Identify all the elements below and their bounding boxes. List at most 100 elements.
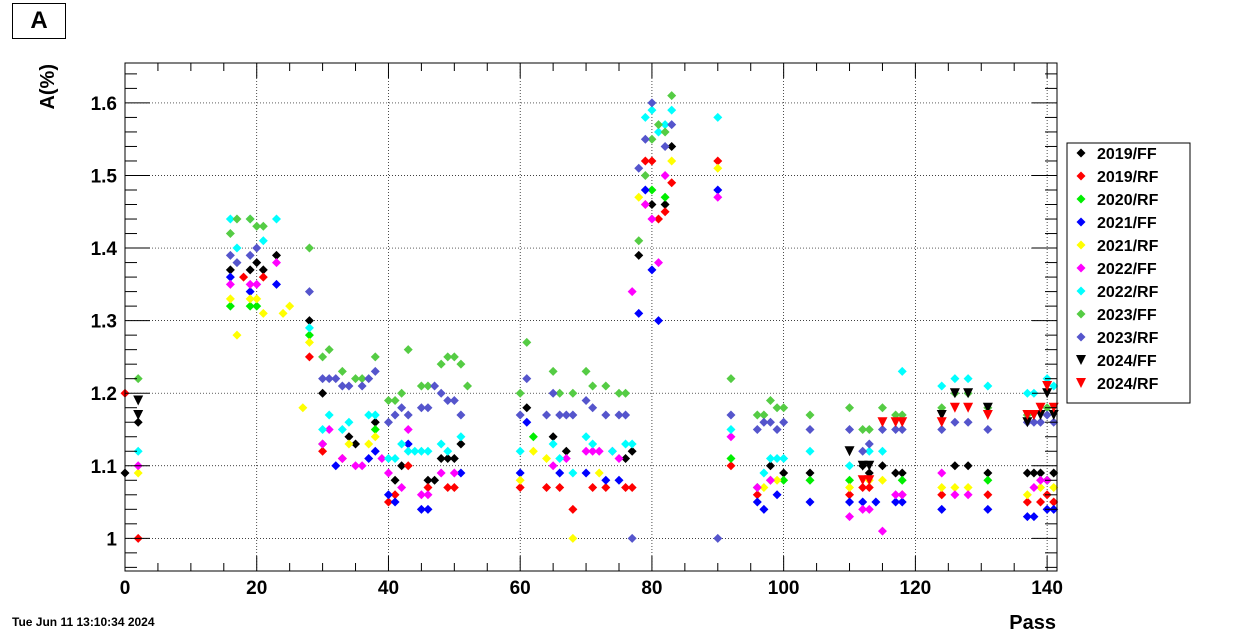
data-point (252, 301, 262, 311)
data-point (304, 330, 314, 340)
data-point (634, 308, 644, 318)
data-point (897, 497, 907, 507)
data-point (877, 417, 888, 428)
data-point (555, 454, 565, 464)
data-point (430, 381, 440, 391)
x-tick-label: 60 (510, 578, 531, 599)
data-point (963, 374, 973, 384)
data-point (897, 366, 907, 376)
data-point (555, 388, 565, 398)
data-point (548, 432, 558, 442)
data-point (647, 134, 657, 144)
x-tick-label: 0 (120, 578, 131, 599)
data-point (601, 410, 611, 420)
data-point (660, 120, 670, 130)
data-point (772, 490, 782, 500)
data-point (1049, 483, 1059, 493)
y-tick-label: 1 (106, 529, 117, 550)
data-point (436, 439, 446, 449)
data-point (779, 417, 789, 427)
data-point (805, 424, 815, 434)
data-point (423, 504, 433, 514)
data-point (1035, 409, 1046, 420)
data-point (423, 475, 433, 485)
data-point (410, 446, 420, 456)
data-point (983, 424, 993, 434)
data-point (634, 192, 644, 202)
data-point (548, 461, 558, 471)
data-point (640, 200, 650, 210)
x-tick-label: 120 (900, 578, 932, 599)
data-point (344, 417, 354, 427)
legend-box (1066, 142, 1191, 404)
data-point (318, 352, 328, 362)
data-point (318, 388, 328, 398)
data-point (1036, 483, 1046, 493)
data-point (423, 403, 433, 413)
data-point (983, 475, 993, 485)
data-point (548, 439, 558, 449)
data-point (845, 403, 855, 413)
y-tick-label: 1.2 (91, 384, 117, 405)
data-point (370, 424, 380, 434)
data-point (258, 236, 268, 246)
data-point (351, 439, 361, 449)
data-point (364, 439, 374, 449)
data-point (337, 454, 347, 464)
data-point (667, 141, 677, 151)
data-point (357, 381, 367, 391)
data-point (647, 105, 657, 115)
data-point (1022, 490, 1032, 500)
legend-entry: 2022/RF (1097, 284, 1159, 301)
data-point (416, 490, 426, 500)
data-point (423, 381, 433, 391)
data-point (877, 461, 887, 471)
data-point (390, 395, 400, 405)
data-point (864, 504, 874, 514)
data-point (601, 475, 611, 485)
data-point (1022, 409, 1033, 420)
data-point (667, 91, 677, 101)
data-point (752, 497, 762, 507)
data-point (588, 403, 598, 413)
data-point (252, 294, 262, 304)
data-point (1022, 468, 1032, 478)
data-point (805, 446, 815, 456)
data-point (588, 381, 598, 391)
legend-entry: 2024/FF (1097, 353, 1157, 370)
data-point (522, 374, 532, 384)
legend-entry: 2020/RF (1097, 192, 1159, 209)
data-point (805, 497, 815, 507)
data-point (667, 120, 677, 130)
data-point (443, 352, 453, 362)
data-point (383, 454, 393, 464)
data-point (845, 475, 855, 485)
legend-marker (1076, 332, 1086, 342)
data-point (864, 468, 874, 478)
data-point (324, 374, 334, 384)
data-point (779, 468, 789, 478)
data-point (357, 461, 367, 471)
data-point (654, 258, 664, 268)
y-axis-label: A(%) (37, 64, 59, 110)
data-point (621, 439, 631, 449)
data-point (568, 468, 578, 478)
data-point (897, 490, 907, 500)
data-point (594, 468, 604, 478)
data-point (383, 395, 393, 405)
data-point (555, 410, 565, 420)
data-point (621, 410, 631, 420)
data-point (1049, 497, 1059, 507)
data-point (857, 460, 868, 471)
data-point (752, 424, 762, 434)
x-tick-label: 80 (641, 578, 662, 599)
data-point (891, 468, 901, 478)
data-point (318, 446, 328, 456)
data-point (581, 446, 591, 456)
data-point (1036, 497, 1046, 507)
data-point (963, 461, 973, 471)
data-point (351, 461, 361, 471)
data-point (252, 258, 262, 268)
data-point (456, 468, 466, 478)
data-point (621, 483, 631, 493)
